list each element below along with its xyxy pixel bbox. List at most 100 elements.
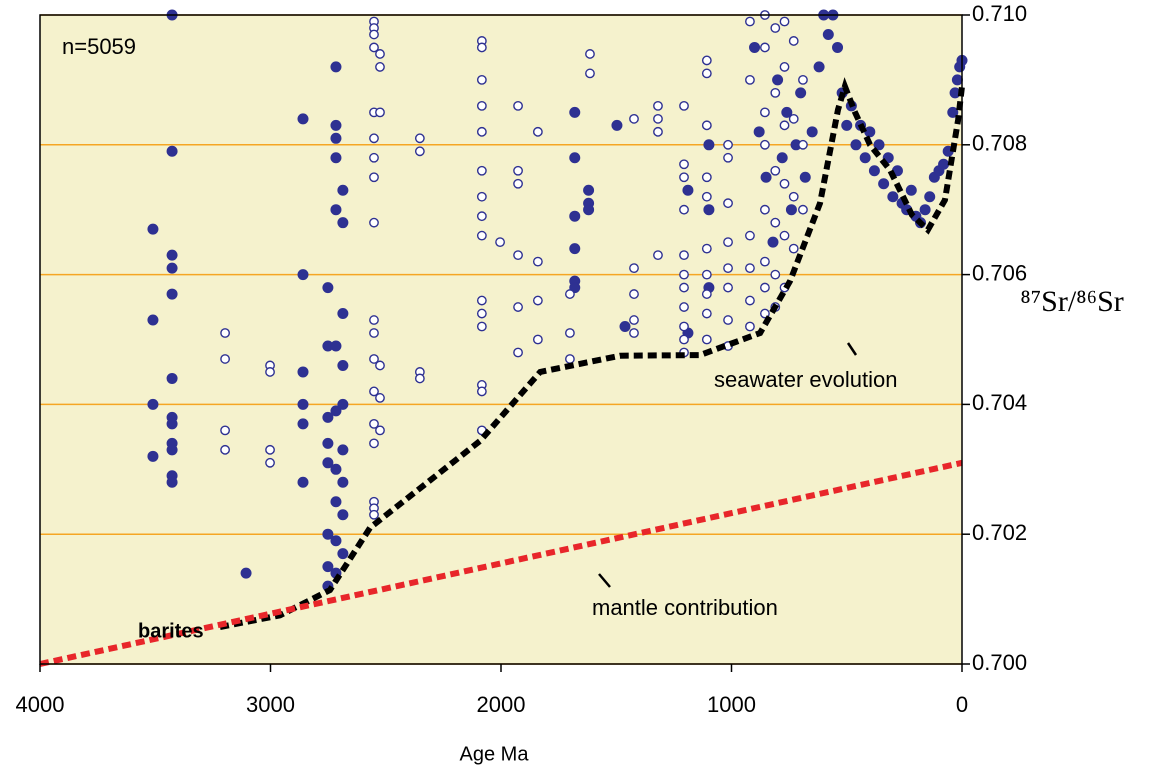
leader-line (598, 573, 611, 588)
data-point (369, 42, 379, 53)
marks (39, 9, 968, 667)
data-point (772, 74, 784, 86)
data-point (583, 184, 595, 196)
data-point (297, 418, 309, 430)
data-point (779, 16, 790, 27)
data-point (330, 119, 342, 131)
x-tick-label: 3000 (246, 692, 295, 717)
data-point (806, 126, 818, 138)
data-point (322, 437, 334, 449)
data-point (629, 263, 639, 274)
data-point (779, 178, 790, 189)
data-point (297, 476, 309, 488)
data-point (375, 360, 385, 371)
data-point (760, 282, 770, 293)
data-point (476, 42, 487, 53)
data-point (166, 249, 178, 261)
y-tick-label: 0.702 (972, 520, 1027, 545)
data-point (369, 29, 379, 40)
data-point (532, 256, 543, 267)
data-point (745, 230, 755, 241)
data-point (513, 178, 523, 189)
plot-area (40, 15, 962, 664)
data-point (822, 28, 834, 40)
data-point (476, 386, 487, 397)
data-point (788, 243, 799, 254)
data-point (375, 49, 385, 59)
data-point (745, 16, 755, 27)
count-label: n=5059 (62, 34, 136, 59)
data-point (868, 165, 880, 177)
data-point (653, 250, 663, 261)
data-point (330, 405, 342, 417)
x-tick-label: 1000 (707, 692, 756, 717)
data-point (569, 152, 581, 164)
data-point (166, 372, 178, 384)
data-point (701, 243, 712, 254)
data-point (513, 302, 523, 312)
data-point (779, 120, 790, 131)
data-point (785, 204, 797, 216)
data-point (330, 204, 342, 216)
data-point (369, 152, 379, 163)
data-point (798, 204, 808, 215)
data-point (701, 269, 712, 280)
data-point (585, 49, 595, 59)
data-point (330, 132, 342, 144)
data-point (265, 444, 275, 455)
data-point (513, 100, 523, 111)
data-point (414, 146, 425, 157)
data-point (166, 288, 178, 300)
data-point (723, 152, 733, 163)
y-tick-label: 0.700 (972, 650, 1027, 675)
data-point (832, 41, 844, 53)
data-point (476, 295, 487, 306)
data-point (476, 308, 487, 319)
data-point (760, 42, 770, 53)
y-tick-label: 0.706 (972, 260, 1027, 285)
data-point (629, 315, 639, 325)
data-point (337, 398, 349, 410)
data-point (701, 334, 712, 345)
data-point (701, 308, 712, 319)
data-point (629, 289, 639, 299)
data-point (859, 152, 871, 164)
x-tick-label: 0 (956, 692, 968, 717)
data-point (476, 126, 487, 137)
data-point (337, 217, 349, 229)
data-point (330, 340, 342, 352)
data-point (679, 250, 689, 261)
data-point (703, 139, 715, 151)
data-point (770, 269, 781, 280)
data-point (565, 354, 575, 364)
data-point (723, 282, 733, 293)
data-point (723, 139, 733, 150)
data-point (798, 75, 808, 85)
data-point (701, 172, 712, 183)
data-point (878, 178, 890, 190)
data-point (265, 457, 275, 468)
data-point (779, 230, 790, 241)
data-point (760, 171, 772, 183)
y-tick-label: 0.704 (972, 390, 1027, 415)
data-point (760, 107, 770, 118)
data-point (798, 139, 808, 150)
data-point (679, 269, 689, 280)
data-point (629, 113, 639, 124)
data-point (337, 548, 349, 560)
data-point (147, 223, 159, 235)
data-point (679, 172, 689, 183)
data-point (240, 567, 252, 579)
data-point (887, 191, 899, 203)
data-point (147, 450, 159, 462)
data-point (760, 256, 770, 267)
leader-line (846, 342, 858, 356)
data-point (565, 289, 575, 299)
data-point (679, 334, 689, 345)
data-point (476, 165, 487, 176)
series-line (39, 459, 963, 667)
data-point (476, 191, 487, 202)
data-point (297, 269, 309, 281)
data-point (476, 100, 487, 111)
data-point (166, 444, 178, 456)
